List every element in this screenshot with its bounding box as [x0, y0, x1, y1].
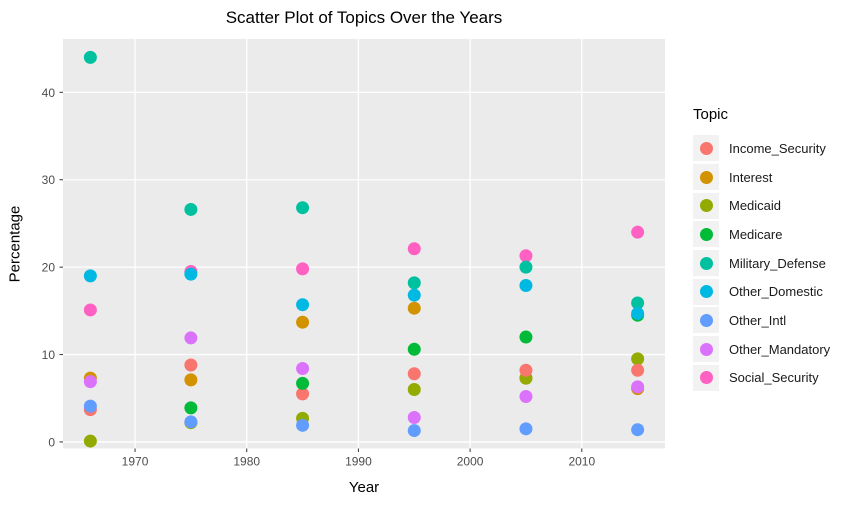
data-point-Social_Security-1966	[83, 303, 97, 317]
legend-dot-icon	[699, 285, 713, 299]
data-point-Other_Domestic-1975	[184, 267, 198, 281]
y-axis-title: Percentage	[6, 205, 24, 283]
y-tick-label: 10	[42, 348, 56, 362]
data-point-Military_Defense-2005	[519, 260, 533, 274]
legend-key	[693, 307, 719, 334]
data-point-Other_Intl-2005	[519, 422, 533, 436]
data-point-Other_Domestic-2005	[519, 278, 533, 292]
legend-dot-icon	[699, 141, 713, 155]
data-point-Interest-1995	[407, 301, 421, 315]
data-point-Other_Domestic-2015	[631, 306, 645, 320]
legend-key	[693, 250, 719, 277]
data-point-Other_Mandatory-2015	[631, 380, 645, 394]
data-point-Other_Mandatory-1995	[407, 410, 421, 424]
y-tick-label: 30	[42, 173, 56, 187]
legend-item-Social_Security: Social_Security	[693, 364, 830, 393]
data-point-Other_Domestic-1985	[296, 298, 310, 312]
legend-label: Other_Mandatory	[729, 341, 831, 357]
legend-dot-icon	[699, 227, 713, 241]
legend-key	[693, 221, 719, 248]
legend-item-Other_Intl: Other_Intl	[693, 306, 830, 335]
legend-label: Other_Intl	[729, 312, 787, 328]
data-point-Interest-1985	[296, 315, 310, 329]
data-point-Military_Defense-1966	[83, 50, 97, 64]
plot-panel	[63, 39, 665, 449]
legend-item-Other_Mandatory: Other_Mandatory	[693, 335, 830, 364]
data-point-Social_Security-1995	[407, 242, 421, 256]
legend-item-Income_Security: Income_Security	[693, 134, 830, 163]
x-tick-label: 1990	[345, 455, 372, 469]
data-point-Medicare-1975	[184, 401, 198, 415]
legend-key	[693, 278, 719, 305]
legend-dot-icon	[699, 256, 713, 270]
data-point-Other_Intl-1966	[83, 399, 97, 413]
data-point-Military_Defense-2015	[631, 296, 645, 310]
y-tick-label: 0	[48, 435, 55, 449]
data-point-Medicaid-2015	[631, 352, 645, 366]
x-tick-label: 1980	[233, 455, 260, 469]
data-point-Other_Intl-1985	[296, 418, 310, 432]
legend-key	[693, 336, 719, 363]
data-point-Military_Defense-1985	[296, 201, 310, 215]
legend-dot-icon	[699, 199, 713, 213]
legend: Topic Income_Security Interest Medicaid Med…	[693, 106, 830, 392]
legend-items: Income_Security Interest Medicaid Medicare M…	[693, 134, 830, 392]
x-tick-label: 2000	[457, 455, 484, 469]
legend-dot-icon	[699, 342, 713, 356]
data-point-Other_Mandatory-1985	[296, 362, 310, 376]
y-tick-label: 40	[42, 86, 56, 100]
data-point-Military_Defense-1975	[184, 202, 198, 216]
legend-key	[693, 135, 719, 162]
x-tick-label: 1970	[122, 455, 149, 469]
data-point-Medicaid-1995	[407, 383, 421, 397]
data-point-Medicaid-1966	[83, 434, 97, 448]
data-point-Other_Domestic-1995	[407, 288, 421, 302]
data-point-Social_Security-2015	[631, 225, 645, 239]
x-tick-label: 2010	[568, 455, 595, 469]
data-point-Income_Security-2005	[519, 363, 533, 377]
data-point-Other_Mandatory-1966	[83, 375, 97, 389]
legend-key	[693, 192, 719, 219]
data-point-Military_Defense-1995	[407, 276, 421, 290]
legend-label: Income_Security	[729, 140, 826, 156]
legend-item-Military_Defense: Military_Defense	[693, 249, 830, 278]
legend-dot-icon	[699, 170, 713, 184]
legend-title: Topic	[693, 106, 729, 123]
x-axis-title: Year	[348, 479, 380, 496]
legend-dot-icon	[699, 371, 713, 385]
y-tick-label: 20	[42, 261, 56, 275]
data-point-Medicare-1985	[296, 376, 310, 390]
data-point-Income_Security-1975	[184, 358, 198, 372]
legend-label: Other_Domestic	[729, 284, 823, 300]
data-point-Medicare-1995	[407, 342, 421, 356]
legend-dot-icon	[699, 313, 713, 327]
data-point-Interest-1975	[184, 373, 198, 387]
data-point-Income_Security-1995	[407, 367, 421, 381]
data-point-Other_Intl-2015	[631, 423, 645, 437]
data-point-Income_Security-2015	[631, 363, 645, 377]
legend-key	[693, 364, 719, 391]
legend-label: Military_Defense	[729, 255, 826, 271]
legend-item-Medicare: Medicare	[693, 220, 830, 249]
data-point-Other_Mandatory-2005	[519, 389, 533, 403]
data-point-Income_Security-1985	[296, 387, 310, 401]
legend-label: Medicare	[729, 226, 783, 242]
legend-label: Medicaid	[729, 198, 782, 214]
legend-label: Interest	[729, 169, 773, 185]
legend-label: Social_Security	[729, 370, 819, 386]
data-point-Other_Intl-1995	[407, 424, 421, 438]
data-point-Other_Mandatory-1975	[184, 331, 198, 345]
data-point-Other_Domestic-1966	[83, 269, 97, 283]
data-point-Other_Intl-1975	[184, 415, 198, 429]
data-point-Medicare-2005	[519, 330, 533, 344]
legend-item-Medicaid: Medicaid	[693, 191, 830, 220]
legend-item-Other_Domestic: Other_Domestic	[693, 277, 830, 306]
legend-key	[693, 164, 719, 191]
data-point-Social_Security-1985	[296, 262, 310, 276]
data-point-Social_Security-2005	[519, 249, 533, 263]
chart-title: Scatter Plot of Topics Over the Years	[225, 8, 503, 27]
legend-item-Interest: Interest	[693, 163, 830, 192]
